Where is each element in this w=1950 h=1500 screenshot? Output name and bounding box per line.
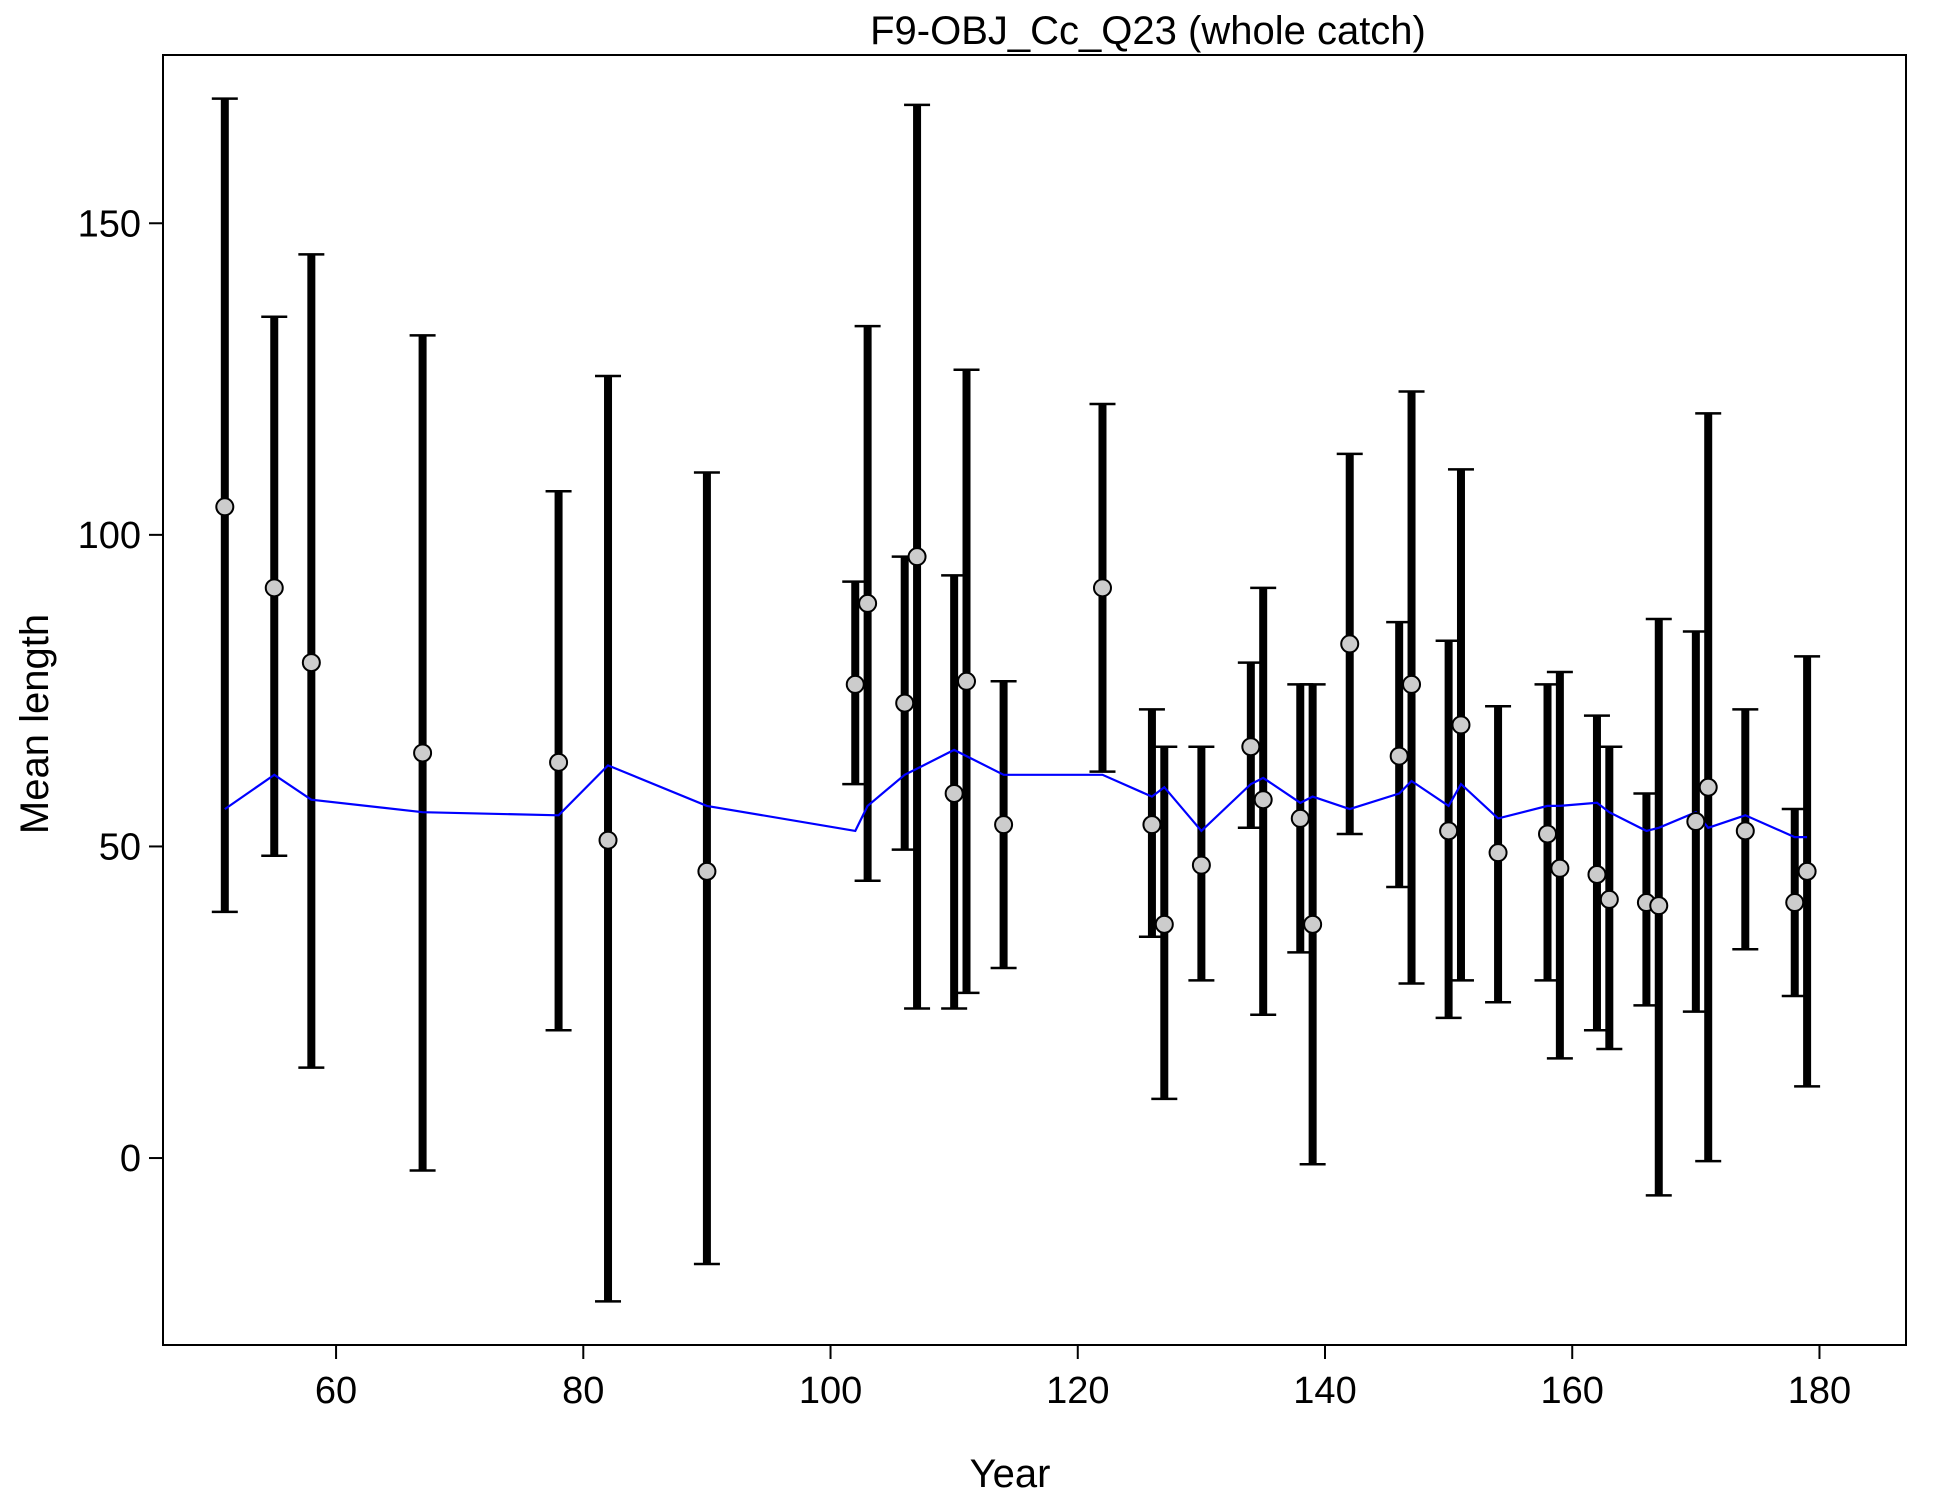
data-point (1686, 812, 1706, 832)
data-point (845, 674, 865, 694)
data-point (1241, 737, 1261, 757)
chart-title: F9-OBJ_Cc_Q23 (whole catch) (870, 9, 1426, 53)
data-point (264, 578, 284, 598)
data-point (1191, 855, 1211, 875)
data-point (1550, 858, 1570, 878)
data-point (1154, 914, 1174, 934)
y-tick-label: 50 (99, 826, 141, 868)
data-point (1735, 821, 1755, 841)
y-tick-label: 150 (78, 203, 141, 245)
plot-border (162, 54, 1907, 1346)
x-tick-label: 180 (1788, 1370, 1851, 1412)
axes: 60 80 100 120 140 160 180 0 50 100 150 (78, 203, 1852, 1412)
expected-line (224, 748, 1808, 839)
data-point (697, 861, 717, 881)
observed-markers (215, 497, 1817, 934)
data-point (1797, 861, 1817, 881)
y-axis-title: Mean length (13, 614, 57, 834)
data-point (957, 671, 977, 691)
x-tick-label: 60 (315, 1370, 357, 1412)
plot-frame (162, 54, 1907, 1346)
x-tick-label: 160 (1541, 1370, 1604, 1412)
data-point (1488, 843, 1508, 863)
data-point (907, 547, 927, 567)
data-point (1538, 824, 1558, 844)
x-tick-label: 100 (799, 1370, 862, 1412)
data-point (1142, 815, 1162, 835)
x-axis-title: Year (970, 1452, 1051, 1496)
data-point (1303, 914, 1323, 934)
data-point (1340, 634, 1360, 654)
data-point (944, 783, 964, 803)
data-point (1402, 674, 1422, 694)
expected-series (224, 748, 1808, 839)
data-point (1649, 896, 1669, 916)
data-point (1439, 821, 1459, 841)
data-point (895, 693, 915, 713)
data-point (301, 653, 321, 673)
data-point (1599, 889, 1619, 909)
data-point (1451, 715, 1471, 735)
data-point (858, 593, 878, 613)
data-point (1290, 808, 1310, 828)
data-point (1092, 578, 1112, 598)
data-point (1587, 864, 1607, 884)
data-point (413, 743, 433, 763)
x-tick-label: 120 (1046, 1370, 1109, 1412)
data-point (549, 752, 569, 772)
data-point (1785, 893, 1805, 913)
data-point (598, 830, 618, 850)
x-tick-label: 80 (562, 1370, 604, 1412)
y-tick-label: 100 (78, 515, 141, 557)
data-point (1389, 746, 1409, 766)
data-point (994, 815, 1014, 835)
data-point (215, 497, 235, 517)
data-point (1253, 790, 1273, 810)
y-tick-label: 0 (120, 1138, 141, 1180)
x-tick-label: 140 (1293, 1370, 1356, 1412)
data-point (1698, 777, 1718, 797)
